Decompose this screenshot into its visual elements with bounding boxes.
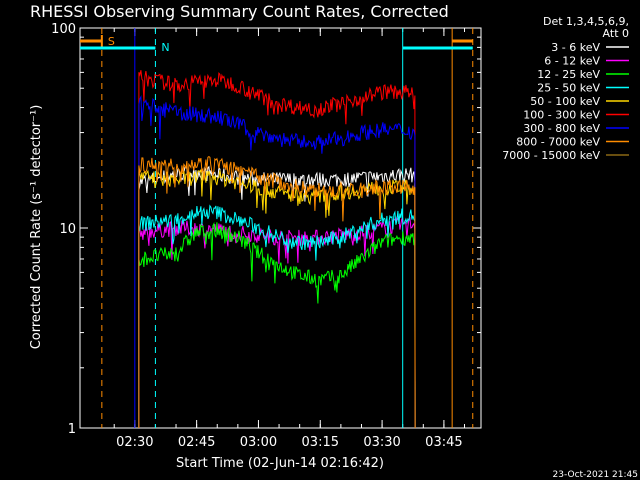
series-line <box>138 165 416 429</box>
legend-header: Att 0 <box>603 27 629 40</box>
chart-title: RHESSI Observing Summary Count Rates, Co… <box>30 2 449 21</box>
series-line <box>138 204 416 429</box>
y-tick-label: 100 <box>51 22 76 37</box>
plot-area: 1 10 100 02:30 02:45 03:00 03:15 03:30 03:45 S N <box>51 22 482 450</box>
legend-entry-label: 7000 - 15000 keV <box>502 149 600 162</box>
legend-header: Det 1,3,4,5,6,9, <box>543 15 629 28</box>
legend-entry-label: 12 - 25 keV <box>537 68 600 81</box>
legend-entry-label: 6 - 12 keV <box>544 55 600 68</box>
night-label: N <box>161 41 169 54</box>
series-line <box>138 169 416 429</box>
y-axis-label: Corrected Count Rate (s⁻¹ detector⁻¹) <box>29 105 44 350</box>
y-tick-label: 10 <box>59 222 76 237</box>
x-tick-label: 03:30 <box>363 435 400 450</box>
x-tick-label: 02:45 <box>178 435 215 450</box>
legend-entry-label: 800 - 7000 keV <box>516 136 600 149</box>
legend-entry-label: 3 - 6 keV <box>551 41 600 54</box>
x-tick-label: 03:15 <box>302 435 339 450</box>
series-line <box>138 155 416 429</box>
legend-entry-label: 100 - 300 keV <box>523 109 600 122</box>
series-line <box>138 215 416 429</box>
x-axis-label: Start Time (02-Jun-14 02:16:42) <box>176 456 384 471</box>
legend-entry-label: 50 - 100 keV <box>530 95 600 108</box>
legend-entry-label: 300 - 800 keV <box>523 122 600 135</box>
footer-timestamp: 23-Oct-2021 21:45 <box>553 470 638 480</box>
y-tick-label: 1 <box>68 422 76 437</box>
x-tick-label: 02:30 <box>116 435 153 450</box>
x-tick-label: 03:45 <box>425 435 462 450</box>
series-line <box>138 70 416 429</box>
saa-label: S <box>108 35 115 48</box>
legend-entry-label: 25 - 50 keV <box>537 82 600 95</box>
x-tick-label: 03:00 <box>240 435 277 450</box>
series-line <box>138 222 416 429</box>
series-line <box>138 95 416 429</box>
